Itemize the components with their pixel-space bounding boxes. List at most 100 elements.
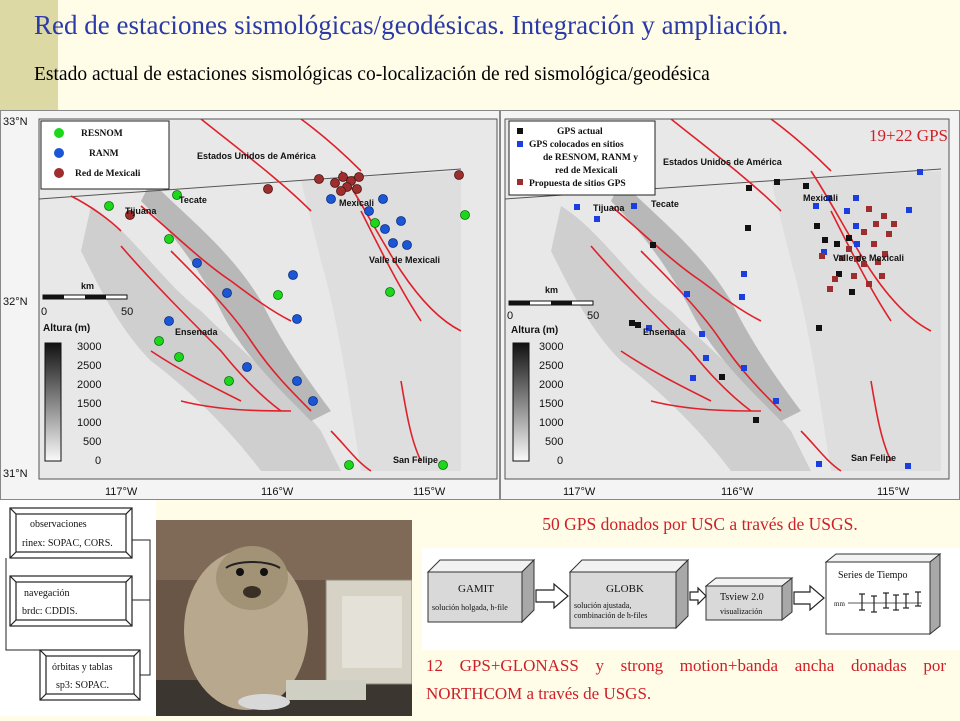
data-sources-svg: observaciones rinex: SOPAC, CORS. navega…	[5, 507, 151, 701]
computer-mouse	[238, 694, 290, 710]
lat-33: 33°N	[3, 116, 28, 128]
alt-level: 500	[83, 436, 101, 448]
note-northcom: 12 GPS+GLONASS y strong motion+banda anc…	[426, 656, 946, 703]
legend-gps-colocated-2: de RESNOM, RANM y	[543, 153, 638, 163]
lon-115-r: 115°W	[877, 486, 910, 498]
tsview-sub: visualización	[720, 607, 762, 616]
series-axis: mm	[834, 600, 845, 608]
series-title: Series de Tiempo	[838, 570, 907, 581]
border-line	[38, 168, 462, 200]
alt-level: 1000	[77, 417, 101, 429]
scale-max-r: 50	[587, 310, 599, 322]
gamit-box	[427, 571, 523, 623]
alt-level: 2500	[77, 360, 101, 372]
alt-level: 2000	[77, 379, 101, 391]
legend-mexicali-swatch	[54, 168, 64, 178]
globk-sub-2: combinación de h-files	[574, 611, 647, 620]
scale-zero-r: 0	[507, 310, 513, 322]
gps-colocated-stations	[574, 169, 923, 469]
tsview-title: Tsview 2.0	[720, 592, 764, 603]
alt-level-r: 1000	[539, 417, 563, 429]
label-valle-r: Valle de Mexicali	[833, 253, 904, 263]
label-tijuana: Tijuana	[125, 206, 157, 216]
label-usa-r: Estados Unidos de América	[663, 157, 783, 167]
scale-max: 50	[121, 306, 133, 318]
map-seismic-stations: RESNOM RANM Red de Mexicali Estados Unid…	[0, 110, 500, 500]
label-ensenada-r: Ensenada	[643, 327, 687, 337]
legend-resnom-swatch	[54, 128, 64, 138]
label-san-felipe: San Felipe	[393, 455, 438, 465]
alt-level-r: 0	[557, 455, 563, 467]
label-san-felipe-r: San Felipe	[851, 453, 896, 463]
globk-sub-1: solución ajustada,	[574, 601, 631, 610]
ranm-stations	[164, 194, 412, 406]
map-seismic-svg: RESNOM RANM Red de Mexicali Estados Unid…	[3, 116, 498, 498]
legend-gps-colocated: GPS colocados en sitios	[529, 140, 624, 150]
flow-orbitas: órbitas y tablas	[52, 662, 113, 673]
gps-actual-stations	[629, 179, 855, 423]
alt-level-r: 500	[545, 436, 563, 448]
box-orbitas	[39, 649, 141, 701]
globk-box	[569, 571, 677, 629]
flow-observaciones: observaciones	[30, 519, 87, 530]
altitude-colorbar-r	[512, 342, 530, 462]
legend-gps-proposed: Propuesta de sitios GPS	[529, 179, 626, 189]
lon-116-r: 116°W	[721, 486, 754, 498]
scale-unit: km	[81, 281, 94, 291]
label-mexicali-r: Mexicali	[803, 193, 838, 203]
lon-117: 117°W	[105, 486, 138, 498]
altitude-colorbar	[44, 342, 62, 462]
flow-sp3: sp3: SOPAC.	[56, 680, 109, 691]
label-tecate-r: Tecate	[651, 199, 679, 209]
tsview-box	[705, 585, 783, 621]
data-sources-diagram: observaciones rinex: SOPAC, CORS. navega…	[0, 500, 156, 716]
gamit-title: GAMIT	[458, 583, 494, 595]
alt-level-r: 2500	[539, 360, 563, 372]
globk-title: GLOBK	[606, 583, 644, 595]
flow-brdc: brdc: CDDIS.	[22, 606, 78, 617]
label-ensenada: Ensenada	[175, 327, 219, 337]
flow-navegacion: navegación	[24, 588, 70, 599]
gps-proposed-stations	[819, 206, 897, 292]
mexicali-stations	[125, 170, 464, 220]
alt-level-r: 1500	[539, 398, 563, 410]
fault-lines-right	[590, 118, 932, 472]
slide-subtitle: Estado actual de estaciones sismológicas…	[34, 64, 710, 85]
label-valle: Valle de Mexicali	[369, 255, 440, 265]
lon-117-r: 117°W	[563, 486, 596, 498]
lon-115: 115°W	[413, 486, 446, 498]
flow-rinex: rinex: SOPAC, CORS.	[22, 538, 113, 549]
alt-level: 3000	[77, 341, 101, 353]
scale-unit-r: km	[545, 285, 558, 295]
box-navegacion	[9, 575, 133, 627]
legend-gps-colocated-3: red de Mexicali	[555, 166, 618, 176]
marmot-head	[216, 546, 288, 610]
legend-ranm: RANM	[89, 149, 119, 159]
legend-mexicali: Red de Mexicali	[75, 169, 141, 179]
altitude-title-r: Altura (m)	[511, 325, 558, 336]
legend-gps-actual: GPS actual	[557, 127, 603, 137]
note-usc: 50 GPS donados por USC a través de USGS.	[542, 514, 858, 534]
right-legend	[508, 120, 656, 196]
label-tecate: Tecate	[179, 195, 207, 205]
pipeline-svg: GAMIT solución holgada, h-file GLOBK sol…	[426, 552, 942, 636]
map-gps-svg: GPS actual GPS colocados en sitios de RE…	[504, 118, 950, 498]
series-box	[825, 561, 931, 635]
marmot-computer-photo	[156, 520, 412, 716]
resnom-stations	[104, 190, 470, 470]
pipeline-arrows	[535, 582, 825, 612]
legend-resnom: RESNOM	[81, 129, 123, 139]
processing-pipeline: GAMIT solución holgada, h-file GLOBK sol…	[422, 548, 960, 650]
alt-level: 0	[95, 455, 101, 467]
lat-32: 32°N	[3, 296, 28, 308]
lat-31: 31°N	[3, 468, 28, 480]
gamit-sub: solución holgada, h-file	[432, 603, 508, 612]
marmot-photo-svg	[156, 520, 412, 716]
label-tijuana-r: Tijuana	[593, 203, 625, 213]
altitude-title: Altura (m)	[43, 323, 90, 334]
legend-ranm-swatch	[54, 148, 64, 158]
lon-116: 116°W	[261, 486, 294, 498]
alt-level: 1500	[77, 398, 101, 410]
alt-level-r: 3000	[539, 341, 563, 353]
slide-title: Red de estaciones sismológicas/geodésica…	[34, 10, 789, 40]
